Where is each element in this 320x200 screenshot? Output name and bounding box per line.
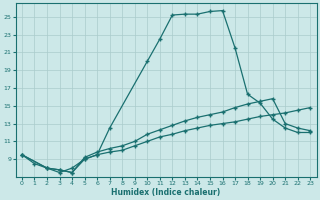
X-axis label: Humidex (Indice chaleur): Humidex (Indice chaleur) <box>111 188 221 197</box>
